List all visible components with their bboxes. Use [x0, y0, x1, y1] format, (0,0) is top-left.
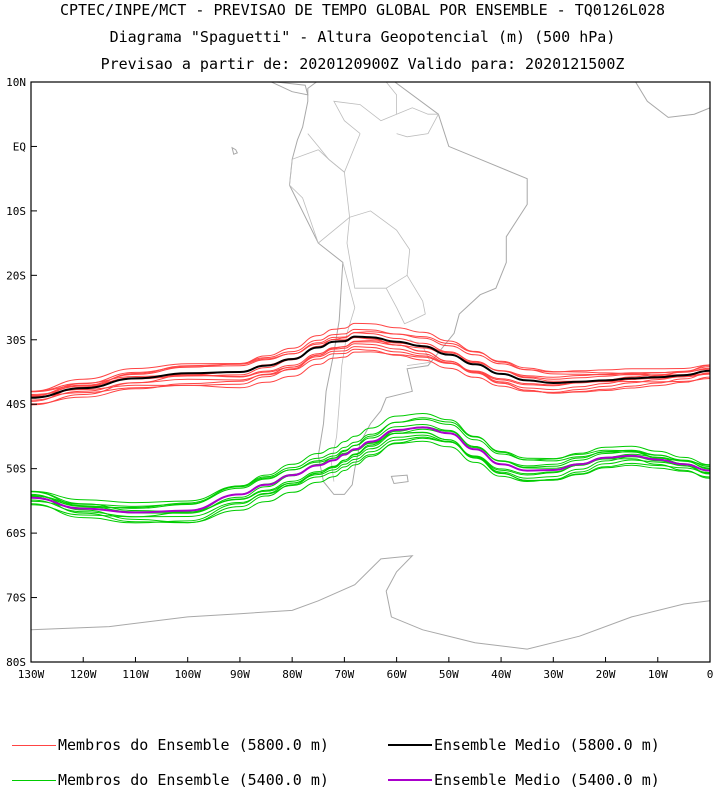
legend-label: Membros do Ensemble (5800.0 m) [58, 736, 329, 754]
ensemble-member-red-12 [31, 340, 710, 398]
y-tick-label: 50S [6, 463, 26, 476]
legend-label: Membros do Ensemble (5400.0 m) [58, 771, 329, 789]
ensemble-member-green-1 [31, 440, 710, 518]
country-border-4 [289, 149, 351, 244]
ensemble-member-green-12 [31, 426, 710, 524]
antarctica-coastline [31, 555, 710, 650]
south-america-coastline [288, 82, 528, 495]
y-tick-label: 10S [6, 205, 26, 218]
x-tick-label: 130W [18, 668, 45, 681]
ensemble-member-green-10 [31, 418, 710, 504]
legend-label: Ensemble Medio (5800.0 m) [434, 736, 660, 754]
ensemble-member-green-9 [31, 423, 710, 507]
x-tick-label: 10W [648, 668, 668, 681]
legend-swatch-purple [388, 779, 432, 781]
chart-title: CPTEC/INPE/MCT - PREVISAO DE TEMPO GLOBA… [59, 1, 666, 19]
country-border-1 [346, 210, 411, 289]
country-border-2 [385, 275, 426, 325]
ensemble-mean-line-5800 [31, 335, 710, 399]
y-tick-label: 40S [6, 398, 26, 411]
x-tick-label: 120W [70, 668, 97, 681]
ensemble-member-green-4 [31, 417, 710, 514]
africa-coastline [634, 82, 710, 118]
legend-swatch-green [12, 779, 56, 781]
y-tick-label: 10N [6, 76, 26, 89]
y-tick-label: EQ [13, 140, 26, 153]
x-tick-label: 30W [543, 668, 563, 681]
x-tick-label: 20W [596, 668, 616, 681]
x-tick-label: 60W [387, 668, 407, 681]
x-tick-label: 50W [439, 668, 459, 681]
ensemble-member-red-2 [31, 346, 710, 397]
x-tick-label: 80W [282, 668, 302, 681]
y-tick-label: 80S [6, 656, 26, 669]
ensemble-member-green-6 [31, 434, 710, 524]
y-tick-label: 60S [6, 527, 26, 540]
ensemble-member-red-1 [31, 348, 710, 401]
legend-label: Ensemble Medio (5400.0 m) [434, 771, 660, 789]
central-america-coastline [270, 82, 309, 96]
y-tick-label: 20S [6, 269, 26, 282]
country-border-6 [396, 107, 440, 138]
x-tick-label: 40W [491, 668, 511, 681]
x-tick-label: 110W [122, 668, 149, 681]
y-tick-label: 70S [6, 592, 26, 605]
ensemble-mean-line-5400 [31, 426, 710, 514]
ensemble-means [31, 335, 710, 514]
plot-frame [30, 81, 711, 663]
chart-subtitle: Diagrama "Spaguetti" - Altura Geopotenci… [109, 28, 616, 46]
x-tick-label: 100W [174, 668, 201, 681]
ensemble-member-green-8 [31, 432, 710, 509]
country-border-5 [333, 82, 397, 134]
galapagos-islands [231, 146, 238, 155]
ensemble-member-red-10 [31, 328, 710, 392]
x-tick-label: 70W [334, 668, 354, 681]
legend-swatch-black [388, 744, 432, 746]
legend-mean-5400: Ensemble Medio (5400.0 m) [388, 771, 660, 789]
x-tick-label: 0 [707, 668, 714, 681]
ensemble-member-green-11 [31, 437, 710, 524]
y-tick-label: 30S [6, 334, 26, 347]
ensemble-member-red-3 [31, 341, 710, 393]
ensemble-member-red-9 [31, 332, 710, 397]
legend-members-5400: Membros do Ensemble (5400.0 m) [12, 771, 329, 789]
axis-ticks: 130W 120W 110W 100W 90W 80W 70W 60W 50W 40W 30W 20W… [6, 76, 713, 681]
ensemble-member-red-6 [31, 343, 710, 405]
country-border-0 [330, 262, 356, 482]
legend-members-5800: Membros do Ensemble (5800.0 m) [12, 736, 329, 754]
chart-validity: Previsao a partir de: 2020120900Z Valido… [100, 55, 625, 73]
legend-swatch-red [12, 744, 56, 746]
ensemble-member-red-8 [31, 335, 710, 402]
x-tick-label: 90W [230, 668, 250, 681]
falkland-islands [390, 474, 409, 485]
country-border-7 [307, 133, 361, 173]
legend-mean-5800: Ensemble Medio (5800.0 m) [388, 736, 660, 754]
